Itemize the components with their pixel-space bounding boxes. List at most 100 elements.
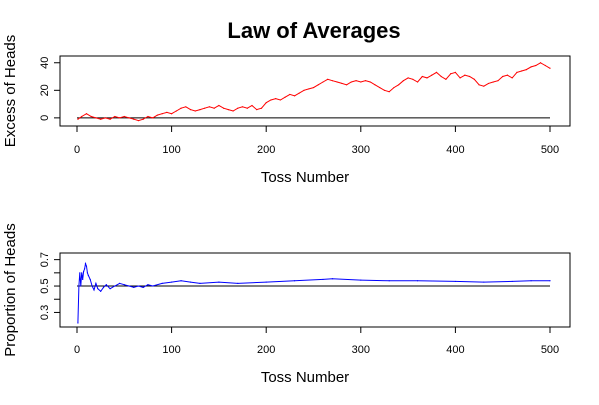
excess-point bbox=[483, 85, 485, 87]
proportion-point bbox=[102, 286, 105, 288]
excess-point bbox=[114, 115, 116, 118]
excess-x-tick-label: 200 bbox=[257, 144, 275, 156]
proportion-point bbox=[82, 278, 84, 281]
chart-title: Law of Averages bbox=[227, 18, 400, 43]
proportion-point bbox=[137, 285, 140, 287]
excess-point bbox=[104, 117, 106, 119]
excess-point bbox=[350, 81, 352, 83]
excess-point bbox=[147, 115, 149, 118]
excess-point bbox=[303, 89, 305, 91]
excess-point bbox=[137, 120, 140, 122]
excess-point bbox=[189, 109, 192, 111]
excess-point bbox=[402, 80, 404, 82]
excess-point bbox=[123, 115, 125, 118]
proportion-point bbox=[85, 265, 88, 267]
excess-x-tick-label: 300 bbox=[352, 144, 370, 156]
proportion-point bbox=[95, 282, 97, 284]
excess-point bbox=[298, 92, 300, 94]
excess-point bbox=[369, 81, 371, 83]
excess-point bbox=[308, 88, 310, 90]
excess-y-tick-label: 20 bbox=[39, 84, 51, 96]
proportion-point bbox=[91, 285, 93, 287]
excess-point bbox=[346, 84, 348, 86]
proportion-point bbox=[171, 281, 173, 283]
excess-x-tick-label: 500 bbox=[541, 144, 559, 156]
excess-point bbox=[109, 118, 111, 120]
proportion-point bbox=[237, 282, 239, 284]
proportion-x-tick-label: 500 bbox=[541, 344, 559, 356]
excess-point bbox=[317, 84, 319, 86]
excess-point bbox=[364, 80, 367, 82]
proportion-point bbox=[128, 285, 130, 287]
excess-point bbox=[497, 80, 499, 82]
excess-point bbox=[251, 104, 253, 107]
excess-point bbox=[275, 97, 277, 100]
excess-point bbox=[525, 69, 527, 71]
excess-point bbox=[393, 86, 395, 89]
proportion-point bbox=[161, 282, 163, 284]
proportion-y-tick-label: 0.7 bbox=[39, 252, 51, 267]
excess-plot-frame bbox=[59, 55, 571, 127]
excess-x-tick-label: 100 bbox=[162, 144, 180, 156]
proportion-point bbox=[97, 288, 99, 290]
proportion-point bbox=[265, 281, 267, 283]
proportion-x-tick-label: 200 bbox=[257, 344, 275, 356]
excess-point bbox=[388, 91, 390, 93]
excess-point bbox=[445, 78, 447, 80]
proportion-point bbox=[189, 281, 192, 283]
excess-point bbox=[431, 74, 433, 76]
proportion-point bbox=[109, 288, 111, 290]
excess-x-tick-label: 400 bbox=[446, 144, 464, 156]
excess-point bbox=[398, 84, 400, 86]
excess-point bbox=[549, 67, 551, 69]
excess-point bbox=[464, 74, 466, 76]
excess-point bbox=[487, 82, 490, 85]
excess-point bbox=[544, 64, 546, 67]
excess-point bbox=[521, 70, 523, 72]
excess-point bbox=[270, 99, 272, 101]
excess-point bbox=[232, 110, 234, 112]
proportion-x-tick-label: 400 bbox=[446, 344, 464, 356]
excess-point bbox=[227, 109, 229, 111]
excess-point bbox=[175, 110, 177, 112]
excess-point bbox=[435, 71, 438, 73]
excess-point bbox=[440, 75, 442, 78]
excess-point bbox=[237, 107, 239, 109]
excess-point bbox=[77, 118, 79, 120]
excess-point bbox=[85, 113, 88, 115]
excess-point bbox=[166, 111, 168, 113]
excess-x-axis-label: Toss Number bbox=[261, 169, 349, 186]
excess-point bbox=[341, 82, 343, 85]
proportion-point bbox=[93, 289, 95, 291]
excess-point bbox=[374, 84, 376, 86]
excess-point bbox=[95, 117, 97, 119]
proportion-point bbox=[89, 278, 91, 281]
excess-point bbox=[208, 106, 211, 108]
excess-point bbox=[180, 107, 182, 109]
excess-point bbox=[355, 80, 357, 82]
excess-point bbox=[81, 115, 83, 118]
proportion-data-line bbox=[77, 261, 550, 324]
proportion-point bbox=[81, 272, 83, 274]
proportion-point bbox=[322, 278, 324, 281]
excess-point bbox=[416, 81, 419, 83]
excess-point bbox=[194, 110, 196, 112]
excess-point bbox=[204, 107, 206, 109]
excess-point bbox=[256, 109, 258, 111]
excess-point bbox=[279, 99, 281, 101]
excess-point bbox=[289, 93, 291, 96]
proportion-point bbox=[218, 281, 220, 283]
excess-point bbox=[412, 78, 414, 80]
proportion-point bbox=[83, 268, 86, 270]
excess-point bbox=[312, 86, 315, 89]
proportion-point bbox=[293, 280, 296, 282]
excess-point bbox=[383, 89, 386, 91]
proportion-x-tick-label: 100 bbox=[162, 344, 180, 356]
excess-point bbox=[322, 81, 324, 83]
proportion-point bbox=[123, 284, 125, 286]
proportion-point bbox=[83, 270, 85, 273]
excess-point bbox=[407, 77, 409, 79]
excess-point bbox=[506, 74, 509, 76]
